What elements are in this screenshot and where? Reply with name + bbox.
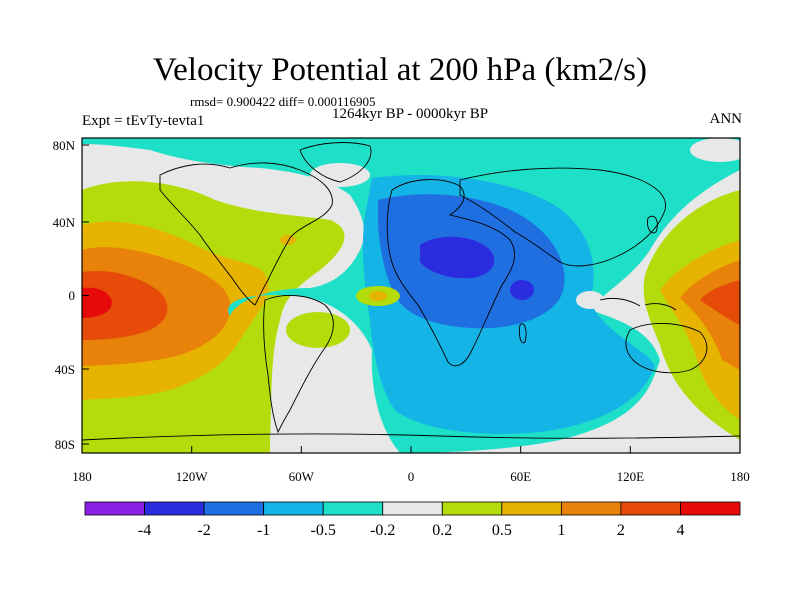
colorbar-label: 4 [676,522,684,539]
y-tick-label: 40N [53,215,76,230]
greenland-coast [299,142,372,183]
colorbar-swatch [84,501,145,516]
season-label: ANN [709,111,743,127]
colorbar-label: -1 [257,522,270,539]
maritime-continent-grey [576,291,604,309]
contour-fill [82,138,740,453]
x-axis-labels: 180 120W 60W 0 60E 120E 180 [72,469,750,484]
colorbar-label: 0.5 [492,522,512,539]
y-tick-label: 80S [55,437,75,452]
madagascar-coast [518,323,527,344]
arctic-asia-grey-patch [690,138,740,162]
x-tick-label: 180 [730,469,750,484]
west-pacific-contour-2 [700,280,740,325]
colorbar-swatch [441,501,503,516]
antarctica-coast [82,433,740,441]
colorbar-label: -0.2 [370,522,395,539]
africa-contour-4 [420,236,495,279]
experiment-label: Expt = tEvTy-tevta1 [82,113,205,129]
north-atlantic-grey-patch [310,163,370,187]
atlantic-equator-core [369,291,387,301]
y-tick-label: 0 [69,288,76,303]
x-tick-label: 120W [176,469,209,484]
x-tick-label: 60E [510,469,531,484]
atlantic-positive-blob [263,226,333,254]
indonesia-coast [599,297,677,311]
x-tick-label: 0 [408,469,415,484]
period-subtitle: 1264kyr BP - 0000kyr BP [331,106,489,122]
pacific-contour-2 [82,270,168,340]
y-tick-label: 40S [55,362,75,377]
x-tick-label: 180 [72,469,92,484]
europe-africa-coast [386,179,515,367]
y-axis-labels: 80N 40N 0 40S 80S [53,138,76,452]
south-america-positive [286,312,350,348]
colorbar: -4 -2 -1 -0.5 -0.2 0.2 0.5 1 2 4 [84,501,741,539]
colorbar-swatch [501,501,562,516]
x-tick-label: 120E [617,469,645,484]
eurasia-coast [459,167,666,267]
x-tick-label: 60W [289,469,315,484]
colorbar-label: 1 [557,522,565,539]
japan-coast [647,215,658,234]
colorbar-swatch [560,501,622,516]
coastlines [82,142,740,441]
colorbar-label: -4 [138,522,151,539]
colorbar-swatch [322,501,384,516]
colorbar-label: -0.5 [311,522,336,539]
australia-coast [625,322,708,374]
atlantic-positive-core [280,235,296,245]
tick-marks [81,144,741,453]
arctic-grey-patch [205,171,255,189]
colorbar-swatch [203,501,265,516]
north-america-coast [159,162,333,306]
colorbar-label: 0.2 [432,522,452,539]
colorbar-swatch [144,501,205,516]
colorbar-swatch [382,501,443,516]
y-tick-label: 80N [53,138,76,153]
stats-line: rmsd= 0.900422 diff= 0.000116905 [190,94,376,109]
colorbar-label: -2 [197,522,210,539]
colorbar-swatch [263,501,324,516]
pacific-contour-4 [82,287,112,318]
map-title: Velocity Potential at 200 hPa (km2/s) [152,52,648,88]
colorbar-swatch [680,501,741,516]
colorbar-swatch [620,501,681,516]
colorbar-label: 2 [617,522,625,539]
indian-ocean-core [510,280,534,300]
south-america-coast [263,295,334,434]
